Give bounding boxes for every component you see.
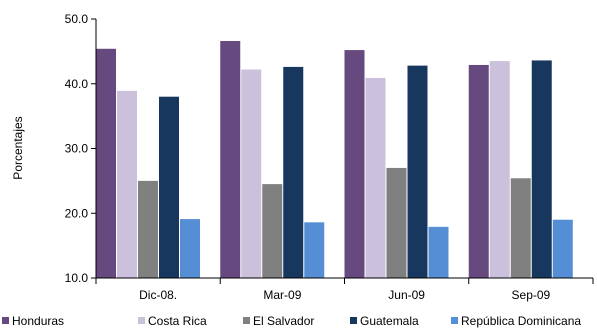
bar	[386, 167, 407, 278]
bar	[344, 50, 365, 278]
bar	[180, 219, 200, 278]
y-tick-label: 20.0	[65, 206, 89, 220]
legend-swatch	[243, 317, 250, 324]
bar	[138, 180, 158, 278]
legend-label: Honduras	[12, 314, 64, 328]
legend-swatch	[138, 317, 145, 324]
legend-swatch	[451, 317, 458, 324]
bar	[262, 184, 283, 278]
axes-layer: 10.0 20.0 30.0 40.0 50.0 Dic-08. Mar-09 Jun-09 S…	[65, 12, 594, 302]
bar	[407, 65, 428, 279]
x-tick-label: Mar-09	[263, 288, 301, 302]
y-tick-label: 10.0	[65, 271, 89, 285]
bar	[428, 226, 449, 278]
bar	[365, 77, 386, 278]
bar	[468, 64, 489, 278]
legend-swatch	[350, 317, 357, 324]
bar	[159, 96, 179, 278]
bar	[304, 222, 325, 278]
bars-layer	[96, 41, 573, 279]
legend-label: El Salvador	[253, 314, 314, 328]
bar	[96, 48, 116, 278]
bar	[510, 178, 531, 278]
x-tick-label: Sep-09	[512, 288, 551, 302]
bar	[283, 66, 304, 278]
legend-label: Costa Rica	[148, 314, 207, 328]
y-axis-title: Porcentajes	[11, 116, 25, 179]
legend-swatch	[2, 317, 9, 324]
legend: Honduras Costa Rica El Salvador Guatemala Re…	[2, 314, 581, 328]
bar	[241, 69, 262, 278]
legend-label: República Dominicana	[461, 314, 581, 328]
bar	[117, 90, 137, 278]
bar	[552, 219, 573, 278]
legend-label: Guatemala	[360, 314, 419, 328]
bar	[531, 60, 552, 278]
x-tick-label: Jun-09	[388, 288, 425, 302]
y-tick-label: 40.0	[65, 77, 89, 91]
bar	[489, 61, 510, 279]
bar	[220, 41, 241, 278]
y-tick-label: 30.0	[65, 142, 89, 156]
x-tick-label: Dic-08.	[139, 288, 177, 302]
y-tick-label: 50.0	[65, 12, 89, 26]
